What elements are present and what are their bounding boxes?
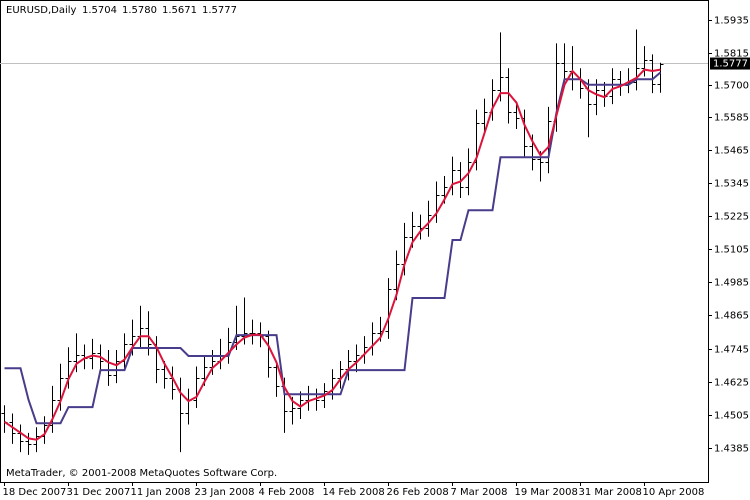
indicator-line xyxy=(3,68,661,441)
price-tag-label: 1.5777 xyxy=(713,59,748,70)
x-tick-label: 23 Jan 2008 xyxy=(195,487,255,498)
y-tick-label: 1.4385 xyxy=(714,444,749,455)
x-tick-label: 11 Jan 2008 xyxy=(131,487,191,498)
y-tick-label: 1.5700 xyxy=(714,81,749,92)
x-tick-label: 4 Feb 2008 xyxy=(259,487,315,498)
header-value: 1.5704 xyxy=(82,5,117,16)
y-tick-label: 1.4745 xyxy=(714,345,749,356)
plot-frame xyxy=(0,0,709,483)
y-tick-label: 1.5585 xyxy=(714,113,749,124)
y-tick-label: 1.5225 xyxy=(714,212,749,223)
symbol-label: EURUSD,Daily xyxy=(6,5,77,16)
y-tick-label: 1.5815 xyxy=(714,49,749,60)
x-tick-label: 14 Feb 2008 xyxy=(323,487,385,498)
x-tick-label: 31 Mar 2008 xyxy=(579,487,642,498)
x-tick-label: 26 Feb 2008 xyxy=(387,487,449,498)
y-tick-label: 1.4985 xyxy=(714,278,749,289)
y-tick-label: 1.5465 xyxy=(714,146,749,157)
y-tick-label: 1.5105 xyxy=(714,245,749,256)
price-tag xyxy=(710,57,750,70)
y-tick-label: 1.5345 xyxy=(714,179,749,190)
x-tick-label: 10 Apr 2008 xyxy=(643,487,705,498)
indicator-line xyxy=(4,71,662,425)
x-tick-label: 31 Dec 2007 xyxy=(67,487,131,498)
x-tick-label: 7 Mar 2008 xyxy=(451,487,508,498)
copyright: MetaTrader, © 2001-2008 MetaQuotes Softw… xyxy=(6,468,277,479)
header-value: 1.5777 xyxy=(202,5,237,16)
y-tick-label: 1.4505 xyxy=(714,411,749,422)
y-tick-label: 1.5935 xyxy=(714,16,749,27)
y-tick-label: 1.4865 xyxy=(714,311,749,322)
header-value: 1.5671 xyxy=(162,5,197,16)
x-tick-label: 18 Dec 2007 xyxy=(3,487,67,498)
x-tick-label: 19 Mar 2008 xyxy=(515,487,578,498)
header-value: 1.5780 xyxy=(122,5,157,16)
y-tick-label: 1.4625 xyxy=(714,378,749,389)
